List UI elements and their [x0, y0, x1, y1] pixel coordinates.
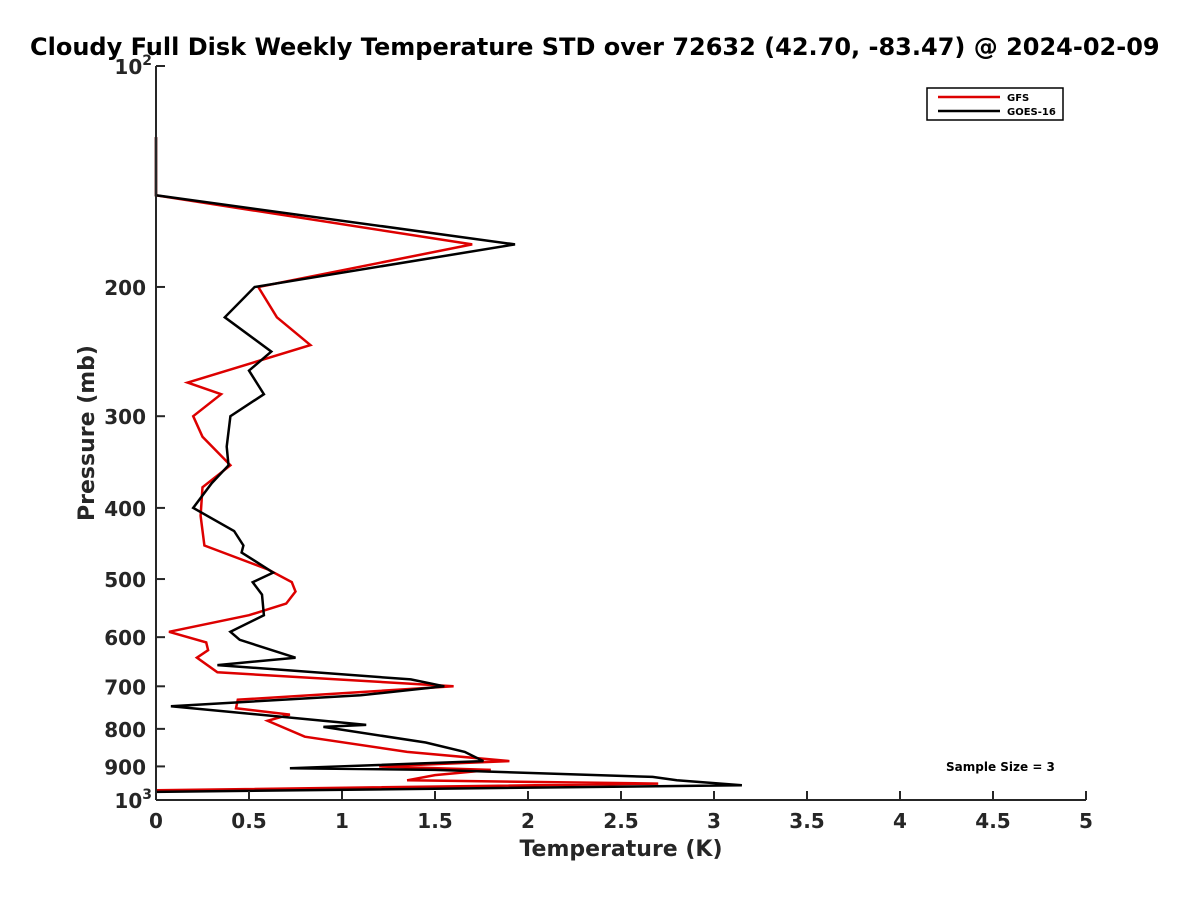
y-tick-label: 400: [104, 497, 146, 521]
y-tick-label: 300: [104, 405, 146, 429]
y-tick-label: 500: [104, 568, 146, 592]
y-tick-label: 600: [104, 626, 146, 650]
x-tick-label: 3: [707, 809, 721, 833]
y-tick-label: 700: [104, 675, 146, 699]
x-axis-ticks: 0 0.5 1 1.5 2 2.5 3 3.5 4 4.5 5: [149, 791, 1093, 833]
y-tick-label: 102: [114, 53, 152, 79]
x-tick-label: 4: [893, 809, 907, 833]
x-tick-label: 0.5: [231, 809, 266, 833]
x-tick-label: 4.5: [975, 809, 1010, 833]
x-tick-label: 5: [1079, 809, 1093, 833]
plot-area: 0 0.5 1 1.5 2 2.5 3 3.5 4 4.5 5 102 200 300 400 500 600…: [104, 53, 1093, 833]
y-tick-label: 200: [104, 276, 146, 300]
x-tick-label: 1: [335, 809, 349, 833]
y-axis-ticks: 102 200 300 400 500 600 700 800 900 103: [104, 53, 165, 813]
y-tick-label: 800: [104, 718, 146, 742]
x-tick-label: 1.5: [417, 809, 452, 833]
legend: GFS GOES-16: [926, 87, 1064, 121]
x-axis-label: Temperature (K): [519, 837, 722, 862]
x-tick-label: 2: [521, 809, 535, 833]
y-tick-label: 103: [114, 787, 152, 813]
legend-label-goes-16: GOES-16: [1007, 107, 1056, 118]
legend-box: [926, 87, 1064, 121]
sample-size-annotation: Sample Size = 3: [946, 760, 1055, 774]
series-line-gfs: [154, 137, 659, 792]
series-line-goes-16: [154, 137, 742, 794]
chart-title: Cloudy Full Disk Weekly Temperature STD …: [30, 33, 1160, 61]
y-tick-label: 900: [104, 755, 146, 779]
y-axis-label: Pressure (mb): [75, 345, 100, 521]
x-tick-label: 0: [149, 809, 163, 833]
x-tick-label: 2.5: [603, 809, 638, 833]
x-tick-label: 3.5: [789, 809, 824, 833]
series-layer: [154, 137, 742, 794]
legend-label-gfs: GFS: [1007, 93, 1029, 104]
